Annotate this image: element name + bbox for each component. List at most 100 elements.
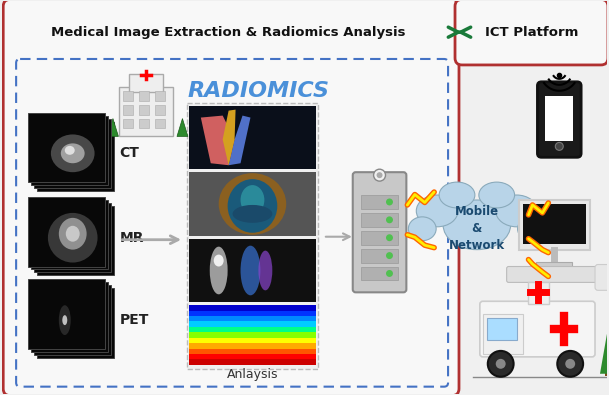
Bar bbox=[187, 103, 318, 369]
Bar bbox=[189, 343, 316, 349]
Bar bbox=[537, 261, 572, 267]
Bar bbox=[605, 364, 609, 376]
Ellipse shape bbox=[59, 218, 86, 250]
Circle shape bbox=[488, 351, 513, 377]
Bar bbox=[361, 213, 398, 227]
Polygon shape bbox=[177, 118, 188, 136]
Ellipse shape bbox=[219, 173, 286, 235]
Text: Mobile
&
Network: Mobile & Network bbox=[449, 205, 505, 252]
FancyBboxPatch shape bbox=[537, 82, 581, 157]
Bar bbox=[189, 359, 316, 365]
Bar bbox=[155, 105, 165, 115]
Polygon shape bbox=[228, 116, 250, 165]
Ellipse shape bbox=[59, 305, 71, 335]
Bar bbox=[189, 322, 316, 327]
Ellipse shape bbox=[62, 315, 67, 325]
Bar bbox=[34, 285, 111, 355]
Bar bbox=[139, 91, 149, 101]
Bar bbox=[189, 310, 316, 316]
Bar bbox=[31, 200, 108, 269]
Bar bbox=[189, 332, 316, 338]
Ellipse shape bbox=[228, 179, 277, 233]
Ellipse shape bbox=[518, 217, 546, 241]
Bar bbox=[37, 206, 114, 275]
FancyBboxPatch shape bbox=[595, 265, 609, 290]
Bar bbox=[189, 354, 316, 360]
Ellipse shape bbox=[496, 195, 537, 227]
Text: Anlaysis: Anlaysis bbox=[227, 368, 278, 381]
Bar bbox=[189, 338, 316, 344]
FancyBboxPatch shape bbox=[3, 0, 459, 395]
Bar bbox=[28, 113, 105, 182]
Bar bbox=[155, 91, 165, 101]
Ellipse shape bbox=[61, 143, 85, 163]
Circle shape bbox=[557, 351, 583, 377]
Circle shape bbox=[386, 216, 393, 223]
Bar bbox=[124, 105, 133, 115]
Polygon shape bbox=[223, 110, 236, 165]
Ellipse shape bbox=[409, 217, 436, 241]
Bar bbox=[124, 118, 133, 128]
Bar bbox=[124, 91, 133, 101]
Bar bbox=[189, 348, 316, 354]
Bar bbox=[119, 87, 173, 136]
Text: PET: PET bbox=[119, 313, 149, 327]
Bar bbox=[189, 305, 316, 311]
FancyBboxPatch shape bbox=[353, 172, 406, 292]
Bar bbox=[189, 327, 316, 333]
Bar bbox=[34, 118, 111, 188]
Bar bbox=[37, 288, 114, 358]
Polygon shape bbox=[600, 334, 609, 374]
FancyBboxPatch shape bbox=[480, 301, 595, 357]
Circle shape bbox=[565, 359, 575, 369]
Text: Medical Image Extraction & Radiomics Analysis: Medical Image Extraction & Radiomics Ana… bbox=[51, 26, 406, 39]
Ellipse shape bbox=[373, 169, 385, 181]
Bar bbox=[31, 282, 108, 352]
Bar bbox=[37, 122, 114, 191]
Ellipse shape bbox=[241, 185, 264, 215]
Bar bbox=[139, 118, 149, 128]
Bar bbox=[189, 239, 316, 302]
Circle shape bbox=[386, 270, 393, 277]
Circle shape bbox=[386, 234, 393, 241]
Bar bbox=[189, 105, 316, 169]
Ellipse shape bbox=[233, 205, 272, 223]
Bar bbox=[361, 195, 398, 209]
Bar bbox=[361, 267, 398, 280]
Ellipse shape bbox=[258, 250, 272, 290]
Bar bbox=[189, 316, 316, 322]
Ellipse shape bbox=[241, 246, 261, 295]
Bar bbox=[527, 282, 549, 304]
Bar bbox=[361, 231, 398, 245]
Bar bbox=[34, 203, 111, 273]
Ellipse shape bbox=[443, 200, 510, 250]
Bar bbox=[28, 279, 105, 349]
Bar bbox=[28, 197, 105, 267]
Circle shape bbox=[386, 252, 393, 259]
Bar bbox=[361, 248, 398, 263]
Ellipse shape bbox=[51, 134, 94, 172]
Ellipse shape bbox=[376, 172, 382, 178]
Ellipse shape bbox=[214, 255, 224, 267]
Bar bbox=[487, 318, 516, 340]
FancyBboxPatch shape bbox=[455, 0, 608, 65]
Bar bbox=[155, 118, 165, 128]
Bar bbox=[483, 314, 523, 354]
Bar bbox=[189, 172, 316, 236]
Ellipse shape bbox=[209, 246, 228, 294]
Text: CT: CT bbox=[119, 146, 139, 160]
Circle shape bbox=[496, 359, 505, 369]
Bar bbox=[31, 116, 108, 185]
Bar bbox=[189, 305, 316, 365]
Ellipse shape bbox=[439, 182, 475, 208]
Ellipse shape bbox=[48, 213, 97, 263]
Bar bbox=[519, 200, 590, 250]
Ellipse shape bbox=[417, 195, 458, 227]
Polygon shape bbox=[107, 118, 118, 136]
Ellipse shape bbox=[65, 146, 75, 155]
FancyBboxPatch shape bbox=[507, 267, 602, 282]
Text: RADIOMICS: RADIOMICS bbox=[188, 81, 329, 101]
Ellipse shape bbox=[66, 226, 80, 242]
Bar bbox=[523, 204, 586, 244]
Text: ICT Platform: ICT Platform bbox=[485, 26, 578, 39]
